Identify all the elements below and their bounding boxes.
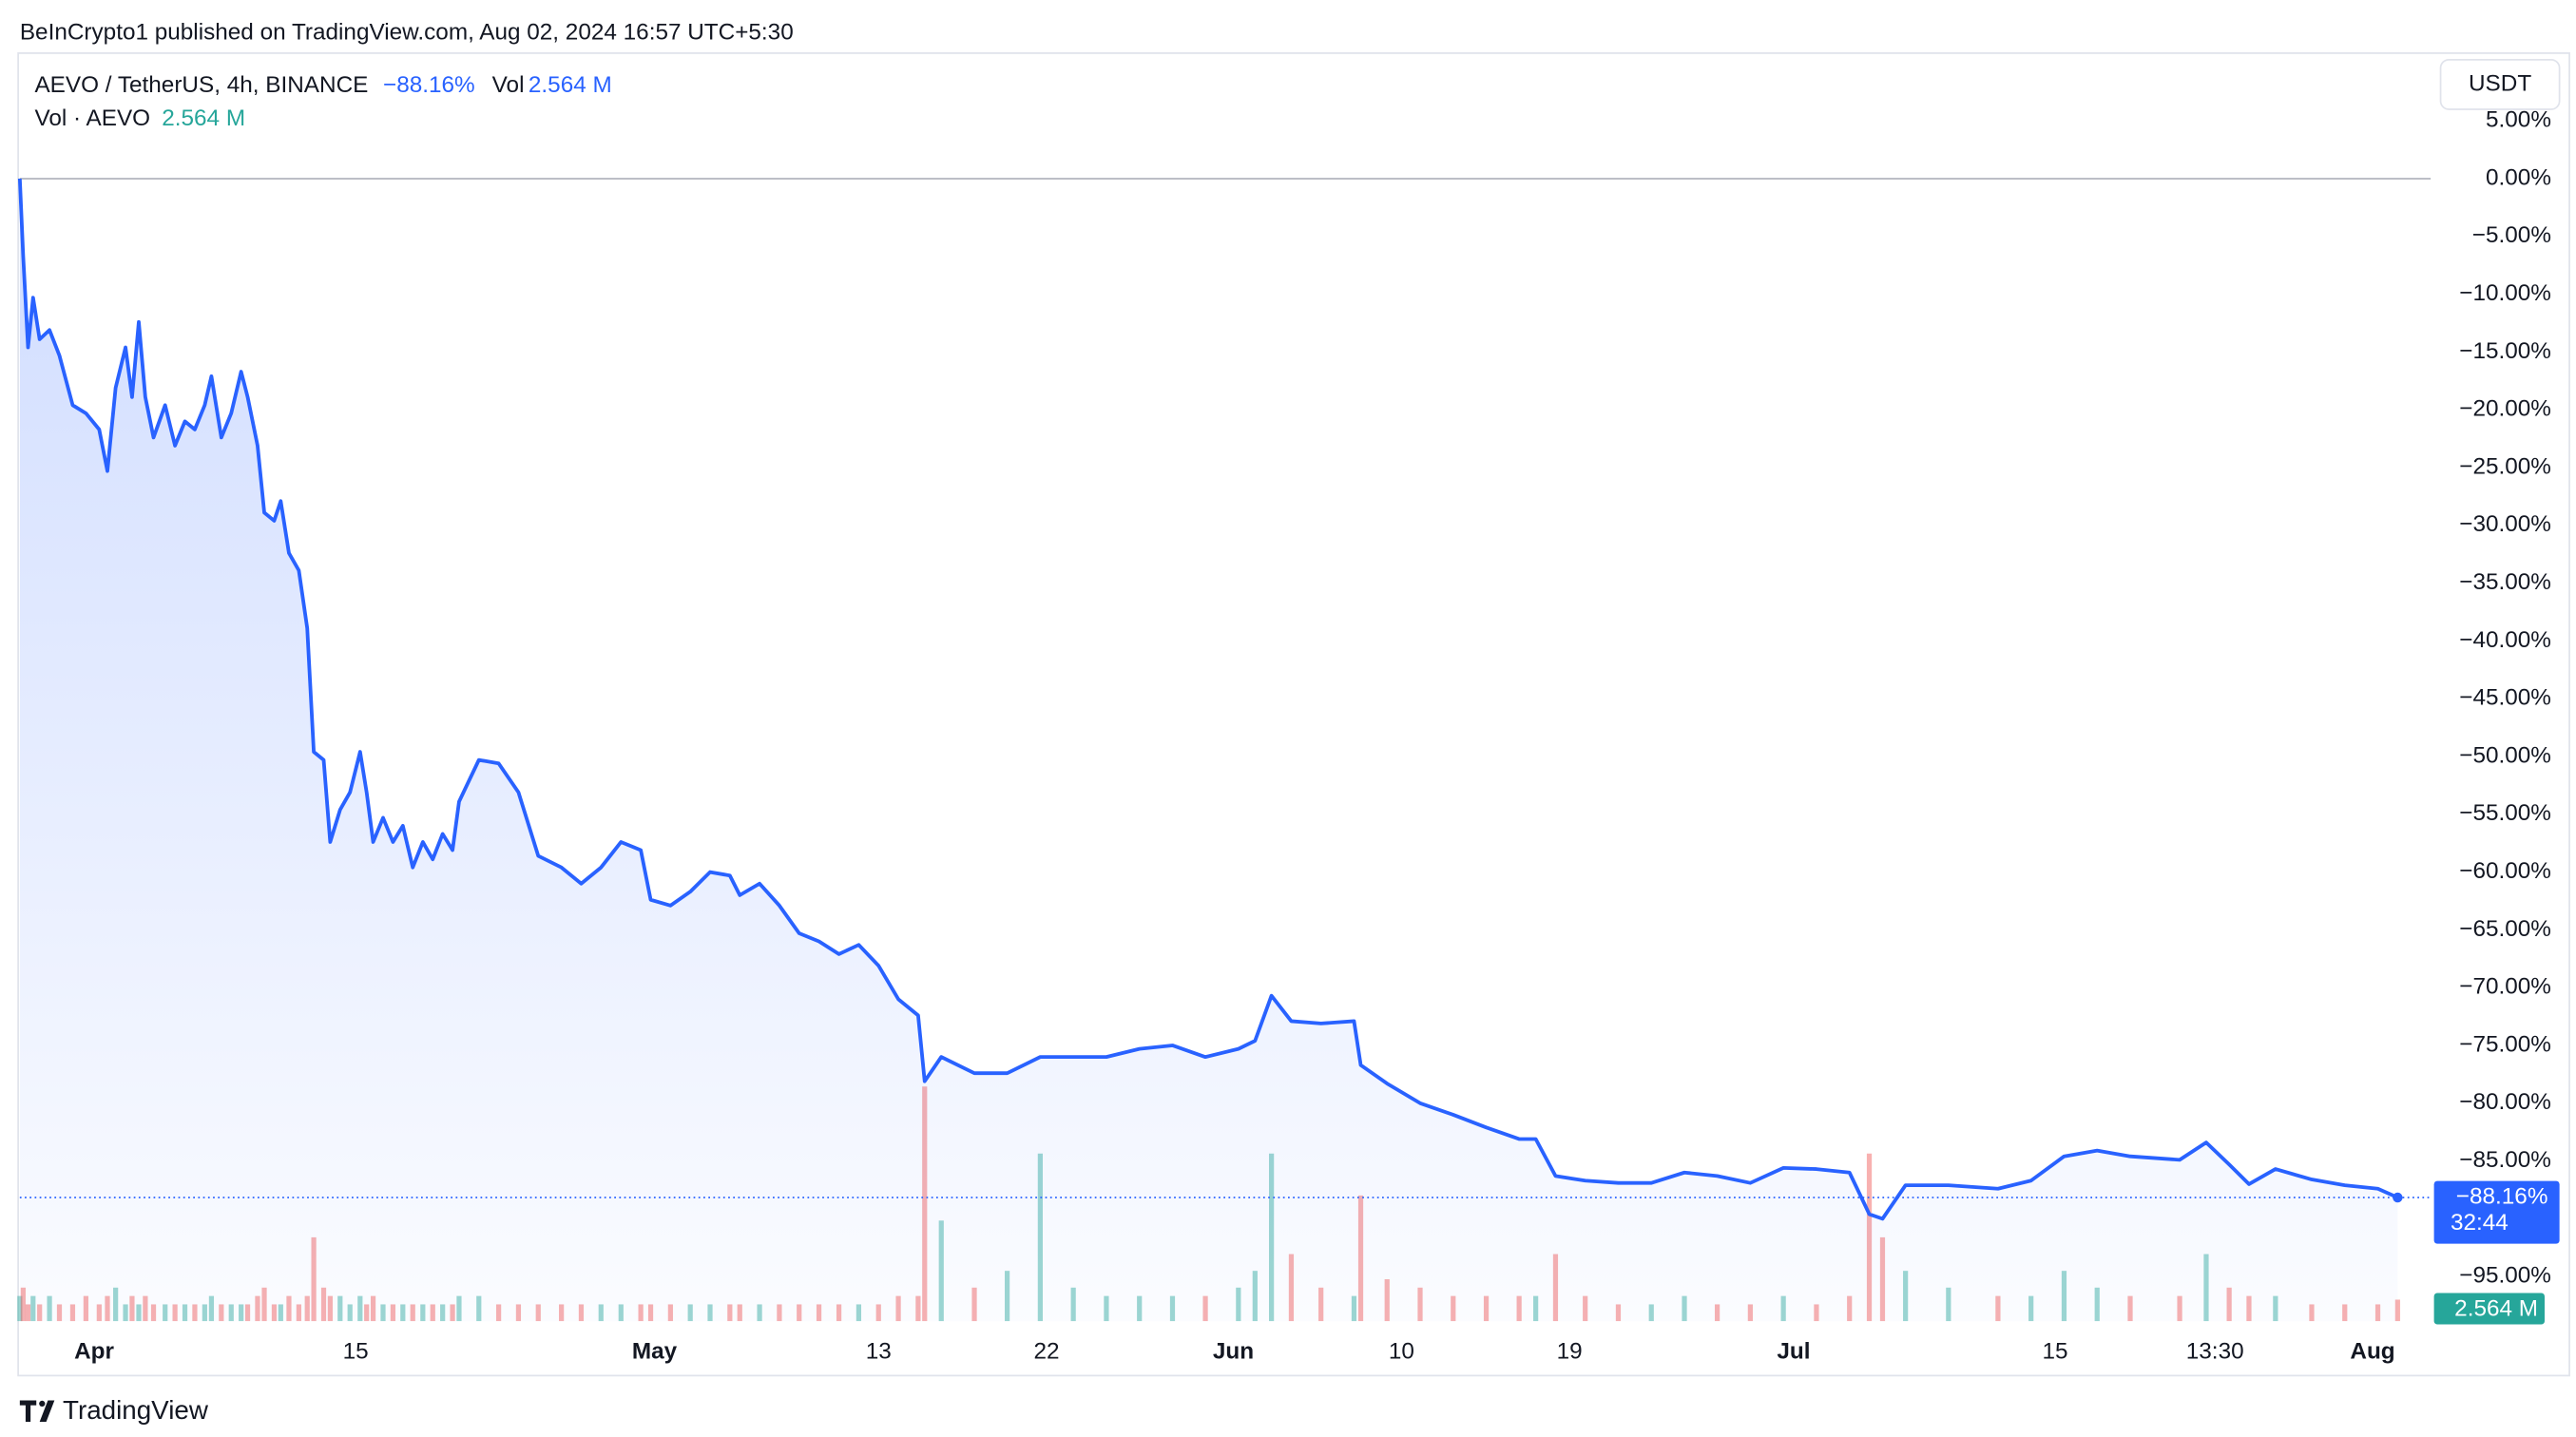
publisher: BeInCrypto1 published on TradingView.com… bbox=[20, 19, 794, 45]
y-tick-label: −35.00% bbox=[2459, 569, 2551, 595]
x-tick-label: 10 bbox=[1389, 1338, 1414, 1364]
y-tick-label: −55.00% bbox=[2459, 800, 2551, 826]
y-tick-label: −40.00% bbox=[2459, 627, 2551, 653]
volume-bar bbox=[2394, 1299, 2400, 1322]
x-tick-label: 13:30 bbox=[2186, 1338, 2244, 1364]
chart-frame bbox=[17, 52, 2570, 1377]
plot-area: 5.00% 0.00% −5.00% −10.00% −15.00% −20.00% −25… bbox=[17, 107, 2551, 1364]
y-tick-label: −15.00% bbox=[2459, 338, 2551, 364]
volume-axis-label: 2.564 M bbox=[2454, 1295, 2538, 1321]
x-tick-label: Aug bbox=[2350, 1338, 2394, 1364]
y-tick-label: −65.00% bbox=[2459, 916, 2551, 942]
y-tick-label: −45.00% bbox=[2459, 685, 2551, 711]
area-fill bbox=[19, 178, 2398, 1322]
y-tick-label: −50.00% bbox=[2459, 742, 2551, 768]
x-tick-label: 15 bbox=[2042, 1338, 2067, 1364]
brand: TradingView bbox=[63, 1395, 209, 1425]
last-value-label: −88.16% bbox=[2456, 1183, 2548, 1209]
y-tick-label: 5.00% bbox=[2486, 107, 2551, 133]
volume-value: 2.564 M bbox=[529, 72, 612, 98]
y-tick-label: −70.00% bbox=[2459, 974, 2551, 1000]
x-tick-label: 15 bbox=[343, 1338, 369, 1364]
y-tick-label: −75.00% bbox=[2459, 1031, 2551, 1057]
y-tick-label: −20.00% bbox=[2459, 396, 2551, 422]
last-value-box bbox=[2433, 1180, 2560, 1244]
brand-logo bbox=[19, 1400, 55, 1423]
volume-legend-value: 2.564 M bbox=[162, 105, 245, 131]
last-point bbox=[2393, 1192, 2403, 1203]
x-tick-label: 22 bbox=[1034, 1338, 1060, 1364]
currency-button[interactable] bbox=[2439, 58, 2561, 110]
y-tick-label: 0.00% bbox=[2486, 164, 2551, 190]
x-tick-label: Apr bbox=[74, 1338, 114, 1364]
x-tick-label: 13 bbox=[866, 1338, 892, 1364]
x-tick-label: 19 bbox=[1557, 1338, 1583, 1364]
change-label: −88.16% bbox=[383, 72, 475, 98]
currency[interactable]: USDT bbox=[2469, 70, 2531, 96]
y-tick-label: −30.00% bbox=[2459, 511, 2551, 537]
y-tick-label: −60.00% bbox=[2459, 858, 2551, 884]
x-tick-label: May bbox=[632, 1338, 678, 1364]
volume-legend: Vol · AEVO bbox=[34, 105, 150, 131]
volume-value-box bbox=[2433, 1293, 2545, 1325]
y-tick-label: −85.00% bbox=[2459, 1147, 2551, 1173]
x-tick-label: Jun bbox=[1213, 1338, 1254, 1364]
y-tick-label: −25.00% bbox=[2459, 453, 2551, 479]
y-tick-label: −80.00% bbox=[2459, 1089, 2551, 1115]
y-tick-label: −10.00% bbox=[2459, 280, 2551, 306]
y-tick-label: −5.00% bbox=[2472, 222, 2551, 248]
volume-title: Vol bbox=[492, 72, 525, 98]
chart-title: AEVO / TetherUS, 4h, BINANCE bbox=[34, 72, 368, 98]
countdown: 32:44 bbox=[2451, 1210, 2509, 1236]
price-line bbox=[17, 178, 2399, 1221]
x-tick-label: Jul bbox=[1777, 1338, 1810, 1364]
y-tick-label: −95.00% bbox=[2459, 1263, 2551, 1289]
